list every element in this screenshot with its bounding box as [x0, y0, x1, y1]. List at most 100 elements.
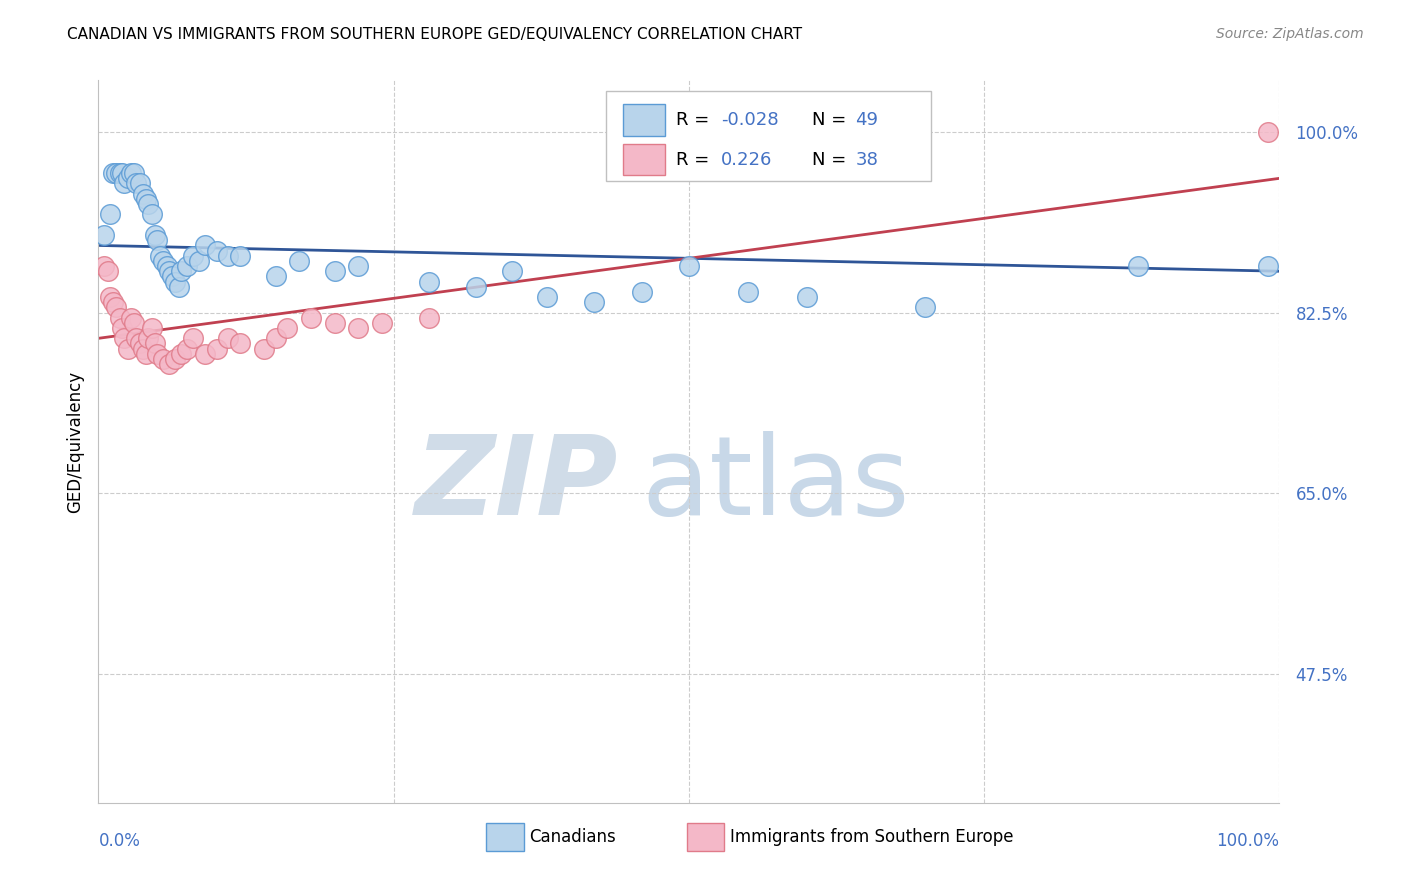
Point: [536, 290, 558, 304]
Text: 38: 38: [855, 151, 879, 169]
Text: Source: ZipAtlas.com: Source: ZipAtlas.com: [1216, 27, 1364, 41]
Point: [176, 259, 198, 273]
Point: [143, 228, 166, 243]
Text: N =: N =: [811, 151, 852, 169]
Point: [152, 254, 174, 268]
Point: [117, 171, 139, 186]
Point: [630, 285, 652, 299]
Point: [217, 249, 239, 263]
Point: [583, 295, 606, 310]
FancyBboxPatch shape: [686, 823, 724, 851]
Point: [347, 259, 370, 273]
Text: -0.028: -0.028: [721, 111, 779, 128]
Point: [156, 259, 179, 273]
Point: [299, 310, 322, 325]
Point: [187, 254, 209, 268]
Y-axis label: GED/Equivalency: GED/Equivalency: [66, 370, 84, 513]
Point: [264, 331, 287, 345]
Point: [101, 295, 124, 310]
Point: [501, 264, 523, 278]
Point: [97, 264, 120, 278]
Text: atlas: atlas: [641, 432, 910, 539]
Point: [98, 207, 121, 221]
Point: [93, 228, 115, 243]
Text: 0.226: 0.226: [721, 151, 772, 169]
Text: Immigrants from Southern Europe: Immigrants from Southern Europe: [730, 828, 1014, 846]
Point: [132, 186, 155, 201]
Point: [125, 331, 148, 345]
Text: 100.0%: 100.0%: [1216, 831, 1279, 850]
Point: [135, 192, 157, 206]
Text: 49: 49: [855, 111, 879, 128]
Point: [160, 269, 183, 284]
Point: [181, 249, 204, 263]
Point: [1257, 259, 1279, 273]
Point: [105, 301, 128, 315]
Point: [194, 347, 217, 361]
Point: [465, 279, 488, 293]
Point: [323, 316, 346, 330]
Point: [111, 166, 134, 180]
Point: [229, 249, 252, 263]
Point: [288, 254, 311, 268]
Point: [170, 264, 193, 278]
Point: [418, 275, 440, 289]
Point: [176, 342, 198, 356]
Text: N =: N =: [811, 111, 852, 128]
FancyBboxPatch shape: [623, 144, 665, 176]
Point: [194, 238, 217, 252]
Point: [371, 316, 394, 330]
Point: [122, 166, 145, 180]
Point: [347, 321, 370, 335]
Point: [229, 336, 252, 351]
FancyBboxPatch shape: [606, 91, 931, 181]
Point: [157, 264, 180, 278]
Point: [98, 290, 121, 304]
Point: [418, 310, 440, 325]
Point: [323, 264, 346, 278]
Point: [101, 166, 124, 180]
Point: [205, 342, 228, 356]
Point: [217, 331, 239, 345]
Point: [146, 233, 169, 247]
Point: [253, 342, 276, 356]
Point: [165, 275, 187, 289]
Point: [125, 177, 148, 191]
Point: [1126, 259, 1149, 273]
Point: [128, 336, 150, 351]
Point: [165, 351, 187, 366]
Point: [93, 259, 115, 273]
FancyBboxPatch shape: [623, 103, 665, 136]
Point: [112, 177, 135, 191]
Point: [678, 259, 700, 273]
Point: [737, 285, 759, 299]
Point: [149, 249, 172, 263]
Point: [157, 357, 180, 371]
Point: [796, 290, 818, 304]
Point: [170, 347, 193, 361]
Text: Canadians: Canadians: [530, 828, 616, 846]
Point: [181, 331, 204, 345]
Point: [136, 331, 159, 345]
Text: R =: R =: [676, 151, 721, 169]
Point: [141, 321, 163, 335]
Point: [135, 347, 157, 361]
Point: [132, 342, 155, 356]
Text: R =: R =: [676, 111, 714, 128]
Text: 0.0%: 0.0%: [98, 831, 141, 850]
Point: [128, 177, 150, 191]
Point: [117, 342, 139, 356]
Point: [1257, 125, 1279, 139]
Point: [141, 207, 163, 221]
Point: [136, 197, 159, 211]
Text: ZIP: ZIP: [415, 432, 619, 539]
Point: [167, 279, 190, 293]
Text: CANADIAN VS IMMIGRANTS FROM SOUTHERN EUROPE GED/EQUIVALENCY CORRELATION CHART: CANADIAN VS IMMIGRANTS FROM SOUTHERN EUR…: [67, 27, 803, 42]
Point: [914, 301, 936, 315]
Point: [108, 310, 131, 325]
Point: [205, 244, 228, 258]
Point: [108, 166, 131, 180]
Point: [276, 321, 298, 335]
Point: [122, 316, 145, 330]
Point: [121, 166, 143, 180]
